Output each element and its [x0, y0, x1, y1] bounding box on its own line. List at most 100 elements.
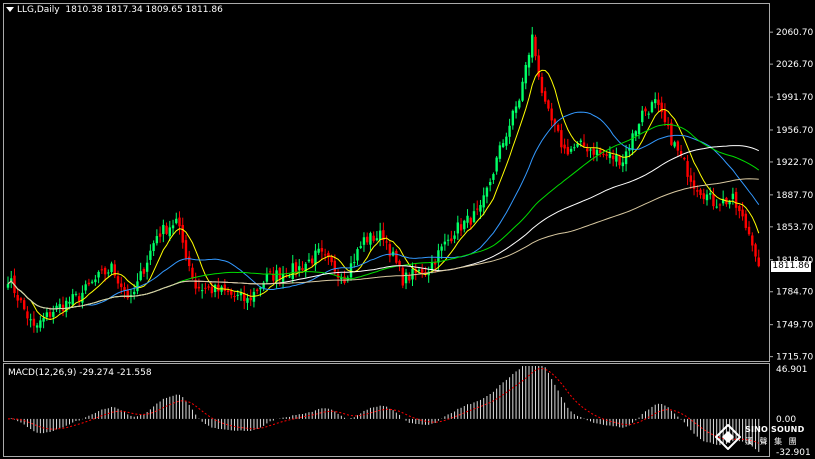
candle — [615, 147, 618, 167]
candle — [738, 204, 741, 219]
watermark-logo: SINO SOUND 漢 聲 集 團 — [715, 423, 815, 451]
candle — [22, 297, 26, 311]
candle — [200, 283, 204, 299]
candle-body — [81, 292, 84, 303]
candle-body — [19, 298, 23, 301]
candle-body — [589, 149, 592, 151]
candle — [498, 141, 502, 163]
candle — [751, 232, 754, 252]
candle — [307, 253, 311, 263]
candle-body — [246, 298, 249, 303]
macd-tick-label: 0.00 — [776, 415, 796, 425]
candle-body — [217, 284, 220, 292]
candle-body — [142, 269, 146, 274]
candle-body — [463, 220, 466, 230]
candle — [42, 312, 45, 329]
candle-body — [456, 222, 460, 234]
candle-body — [388, 244, 392, 257]
candle-body — [595, 149, 599, 156]
candle-body — [6, 283, 10, 288]
candle-body — [87, 282, 91, 285]
candle — [641, 106, 644, 127]
candle — [204, 282, 207, 294]
candle-body — [634, 131, 637, 136]
candle-body — [453, 235, 456, 239]
candle — [611, 149, 615, 167]
candle-body — [608, 153, 612, 158]
candle — [521, 77, 524, 102]
candle — [139, 262, 142, 282]
candle — [77, 292, 81, 307]
candle — [624, 144, 628, 172]
candle-body — [518, 100, 521, 108]
candle-body — [184, 240, 188, 259]
candle — [378, 222, 382, 247]
candle — [534, 34, 537, 61]
candle — [340, 273, 343, 284]
y-tick-label: 2026.70 — [776, 60, 813, 70]
candle-body — [272, 273, 275, 281]
candle — [673, 140, 676, 149]
candle — [666, 117, 670, 130]
candle — [540, 72, 544, 97]
candle — [388, 241, 392, 263]
candle-body — [433, 262, 437, 265]
candle-body — [230, 289, 233, 295]
candle-body — [540, 76, 544, 93]
candle-body — [52, 311, 55, 317]
candle — [35, 322, 39, 333]
candle — [162, 219, 165, 243]
candle — [188, 250, 191, 272]
candle-body — [310, 258, 314, 264]
candle-body — [647, 113, 650, 115]
candle — [268, 268, 272, 274]
candle — [314, 243, 317, 272]
candle — [223, 279, 227, 295]
candle-body — [39, 320, 42, 328]
candle — [754, 242, 757, 262]
candle-body — [524, 64, 527, 84]
candle-body — [430, 262, 434, 270]
candle-body — [77, 296, 81, 302]
y-tick-label: 1784.70 — [776, 288, 813, 298]
ma-line-ma-25 — [7, 111, 760, 310]
dropdown-triangle-icon[interactable] — [6, 7, 14, 12]
candle — [265, 267, 269, 285]
candle-body — [696, 190, 699, 192]
y-tick-label: 1749.70 — [776, 321, 813, 331]
candle — [165, 222, 168, 235]
candle-body — [738, 206, 741, 212]
candle-body — [679, 151, 683, 156]
candle — [255, 288, 259, 295]
candle — [712, 187, 715, 210]
candle-body — [223, 284, 227, 291]
candle-body — [233, 296, 236, 298]
candle — [573, 143, 576, 152]
candle — [145, 255, 149, 280]
candle — [113, 260, 116, 279]
candle-body — [747, 226, 751, 235]
candle — [194, 272, 197, 295]
candle-body — [673, 142, 676, 147]
candle-body — [482, 195, 485, 208]
candle-body — [268, 271, 272, 273]
candle-body — [705, 194, 709, 201]
candle-body — [508, 125, 511, 137]
candle-body — [660, 102, 663, 113]
candle-body — [628, 148, 631, 151]
candle — [650, 100, 654, 114]
candle-body — [133, 291, 136, 295]
candle-body — [123, 287, 126, 291]
candle-body — [404, 272, 408, 284]
candle-body — [514, 106, 518, 113]
macd-axis: 46.901 0.00 -32.901 — [776, 365, 811, 458]
candle — [272, 266, 275, 284]
candle — [586, 143, 589, 158]
candle — [29, 313, 32, 328]
candle-body — [566, 146, 570, 155]
candle-body — [543, 91, 547, 102]
candle-body — [262, 282, 265, 289]
candle — [550, 102, 553, 127]
candle-body — [469, 217, 472, 225]
candle-body — [637, 124, 641, 134]
